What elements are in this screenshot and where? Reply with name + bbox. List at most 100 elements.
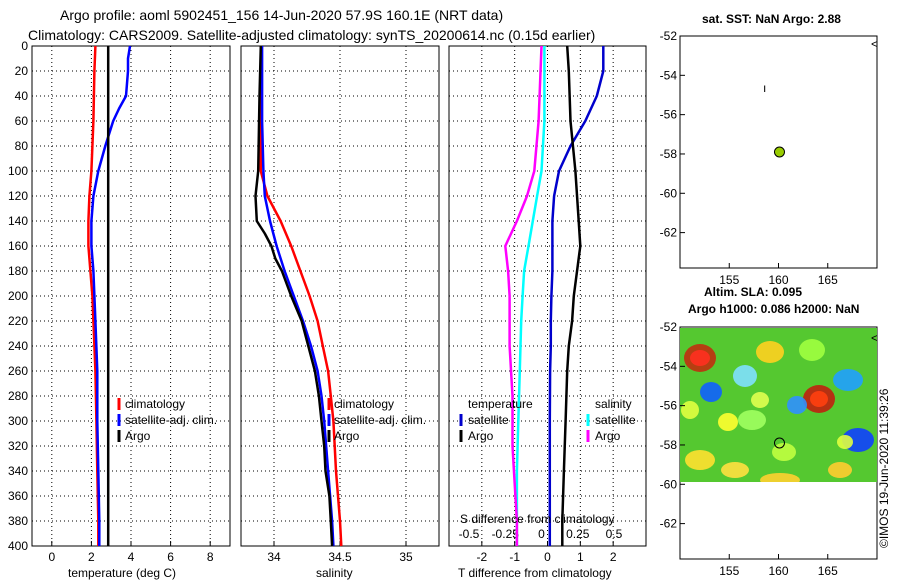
sst-map-ticks: -52 -54 -56 -58 -60 -62 155 160 165 xyxy=(660,29,838,287)
x-tick-label: -1 xyxy=(509,550,520,564)
sla-anomaly xyxy=(700,382,722,402)
depth-tick-label: 360 xyxy=(8,489,28,503)
legend-climatology: climatology xyxy=(125,397,185,411)
depth-tick-label: 320 xyxy=(8,439,28,453)
sla-anomaly xyxy=(828,462,852,478)
difference-lines xyxy=(504,45,605,546)
lon-tick-label: 155 xyxy=(719,273,739,287)
sla-anomaly xyxy=(685,450,715,470)
x-tick-label: 4 xyxy=(128,550,135,564)
salinity-grid xyxy=(241,45,439,547)
depth-tick-label: 240 xyxy=(8,339,28,353)
temperature-xlabel: temperature (deg C) xyxy=(68,566,176,580)
sla-anomaly xyxy=(756,341,784,363)
difference-s-ticks: -0.5 -0.25 0 0.25 0.5 xyxy=(459,527,623,541)
depth-tick-label: 400 xyxy=(8,539,28,553)
sla-anomaly xyxy=(799,339,825,361)
difference-xlabel: T difference from climatology xyxy=(458,566,612,580)
map-mark: ˂ xyxy=(871,331,878,345)
s-tick-label: -0.25 xyxy=(492,527,520,541)
legend-satellite: satellite-adj. clim. xyxy=(334,413,426,427)
lat-tick-label: -60 xyxy=(660,186,678,200)
s-tick-label: 0.5 xyxy=(606,527,623,541)
lon-tick-label: 165 xyxy=(818,273,838,287)
temperature-legend: climatology satellite-adj. clim. Argo xyxy=(117,397,217,443)
sst-map-panel: sat. SST: NaN Argo: 2.88 -52 -54 -56 -58 -60… xyxy=(660,12,878,287)
lat-tick-label: -62 xyxy=(660,517,678,531)
x-tick-label: 1 xyxy=(577,550,584,564)
series-line-t-argo xyxy=(561,45,582,546)
map-mark: ı xyxy=(763,81,766,95)
s-tick-label: 0 xyxy=(538,527,545,541)
sla-anomaly xyxy=(751,392,769,408)
depth-tick-label: 180 xyxy=(8,264,28,278)
sst-map-title: sat. SST: NaN Argo: 2.88 xyxy=(702,12,841,26)
depth-tick-label: 260 xyxy=(8,364,28,378)
lon-tick-label: 160 xyxy=(768,273,788,287)
series-line-satellite-adj-clim- xyxy=(90,45,132,546)
lat-tick-label: -58 xyxy=(660,147,678,161)
legend-s-argo: Argo xyxy=(595,429,621,443)
series-line-t-satellite xyxy=(548,46,605,546)
depth-tick-label: 380 xyxy=(8,514,28,528)
x-tick-label: 34.5 xyxy=(328,550,352,564)
lat-tick-label: -60 xyxy=(660,477,678,491)
depth-tick-label: 300 xyxy=(8,414,28,428)
argo-position-marker xyxy=(773,146,785,158)
sla-anomaly xyxy=(833,369,863,391)
sla-anomaly-blobs xyxy=(681,339,874,482)
lon-tick-label: 165 xyxy=(818,564,838,578)
sla-anomaly xyxy=(738,410,766,430)
s-tick-label: 0.25 xyxy=(566,527,590,541)
imos-watermark: ©IMOS 19-Jun-2020 11:39:26 xyxy=(877,388,891,548)
lat-tick-label: -54 xyxy=(660,68,678,82)
salinity-lines xyxy=(254,45,343,547)
legend-temperature-title: temperature xyxy=(468,397,533,411)
x-tick-label: 6 xyxy=(167,550,174,564)
sla-map-ticks: -52 -54 -56 -58 -60 -62 155 160 165 xyxy=(660,320,838,578)
depth-tick-label: 20 xyxy=(15,64,29,78)
map-mark: ˂ xyxy=(871,37,878,51)
legend-s-satellite: satellite xyxy=(595,413,636,427)
series-line-satellite-adj-clim- xyxy=(260,46,335,547)
salinity-xlabel: salinity xyxy=(316,566,353,580)
sla-anomaly xyxy=(733,365,757,387)
depth-tick-label: 80 xyxy=(15,139,29,153)
x-tick-label: 0 xyxy=(544,550,551,564)
x-tick-label: 35 xyxy=(399,550,413,564)
lat-tick-label: -56 xyxy=(660,399,678,413)
sla-anomaly xyxy=(718,413,738,431)
series-line-s-argo xyxy=(504,45,543,546)
x-tick-label: 2 xyxy=(88,550,95,564)
x-tick-label: 0 xyxy=(48,550,55,564)
difference-legend: temperature satellite Argo salinity sate… xyxy=(459,397,636,443)
x-tick-label: 8 xyxy=(207,550,214,564)
lat-tick-label: -62 xyxy=(660,226,678,240)
lat-tick-label: -56 xyxy=(660,108,678,122)
depth-tick-label: 340 xyxy=(8,464,28,478)
difference-panel: -2 -1 0 1 2 -0.5 -0.25 0 0.25 0.5 T difference f… xyxy=(448,45,647,580)
x-tick-label: 34 xyxy=(267,550,281,564)
lon-tick-label: 160 xyxy=(768,564,788,578)
depth-tick-label: 100 xyxy=(8,164,28,178)
series-line-s-satellite xyxy=(515,46,546,546)
depth-tick-label: 40 xyxy=(15,89,29,103)
depth-tick-label: 140 xyxy=(8,214,28,228)
depth-tick-label: 200 xyxy=(8,289,28,303)
header-line-1: Argo profile: aoml 5902451_156 14-Jun-20… xyxy=(60,7,503,23)
x-tick-label: 2 xyxy=(610,550,617,564)
sla-anomaly xyxy=(837,435,853,449)
legend-argo: Argo xyxy=(125,429,151,443)
depth-tick-label: 60 xyxy=(15,114,29,128)
lat-tick-label: -52 xyxy=(660,320,678,334)
depth-tick-label: 220 xyxy=(8,314,28,328)
temperature-x-ticks: 0 2 4 6 8 xyxy=(48,541,214,564)
x-tick-label: -2 xyxy=(476,550,487,564)
sla-field xyxy=(680,328,877,482)
sla-anomaly xyxy=(760,473,800,482)
header-line-2: Climatology: CARS2009. Satellite-adjuste… xyxy=(28,27,595,43)
lat-tick-label: -58 xyxy=(660,438,678,452)
legend-argo: Argo xyxy=(334,429,360,443)
sla-anomaly xyxy=(810,391,828,407)
salinity-legend: climatology satellite-adj. clim. Argo xyxy=(327,397,426,443)
